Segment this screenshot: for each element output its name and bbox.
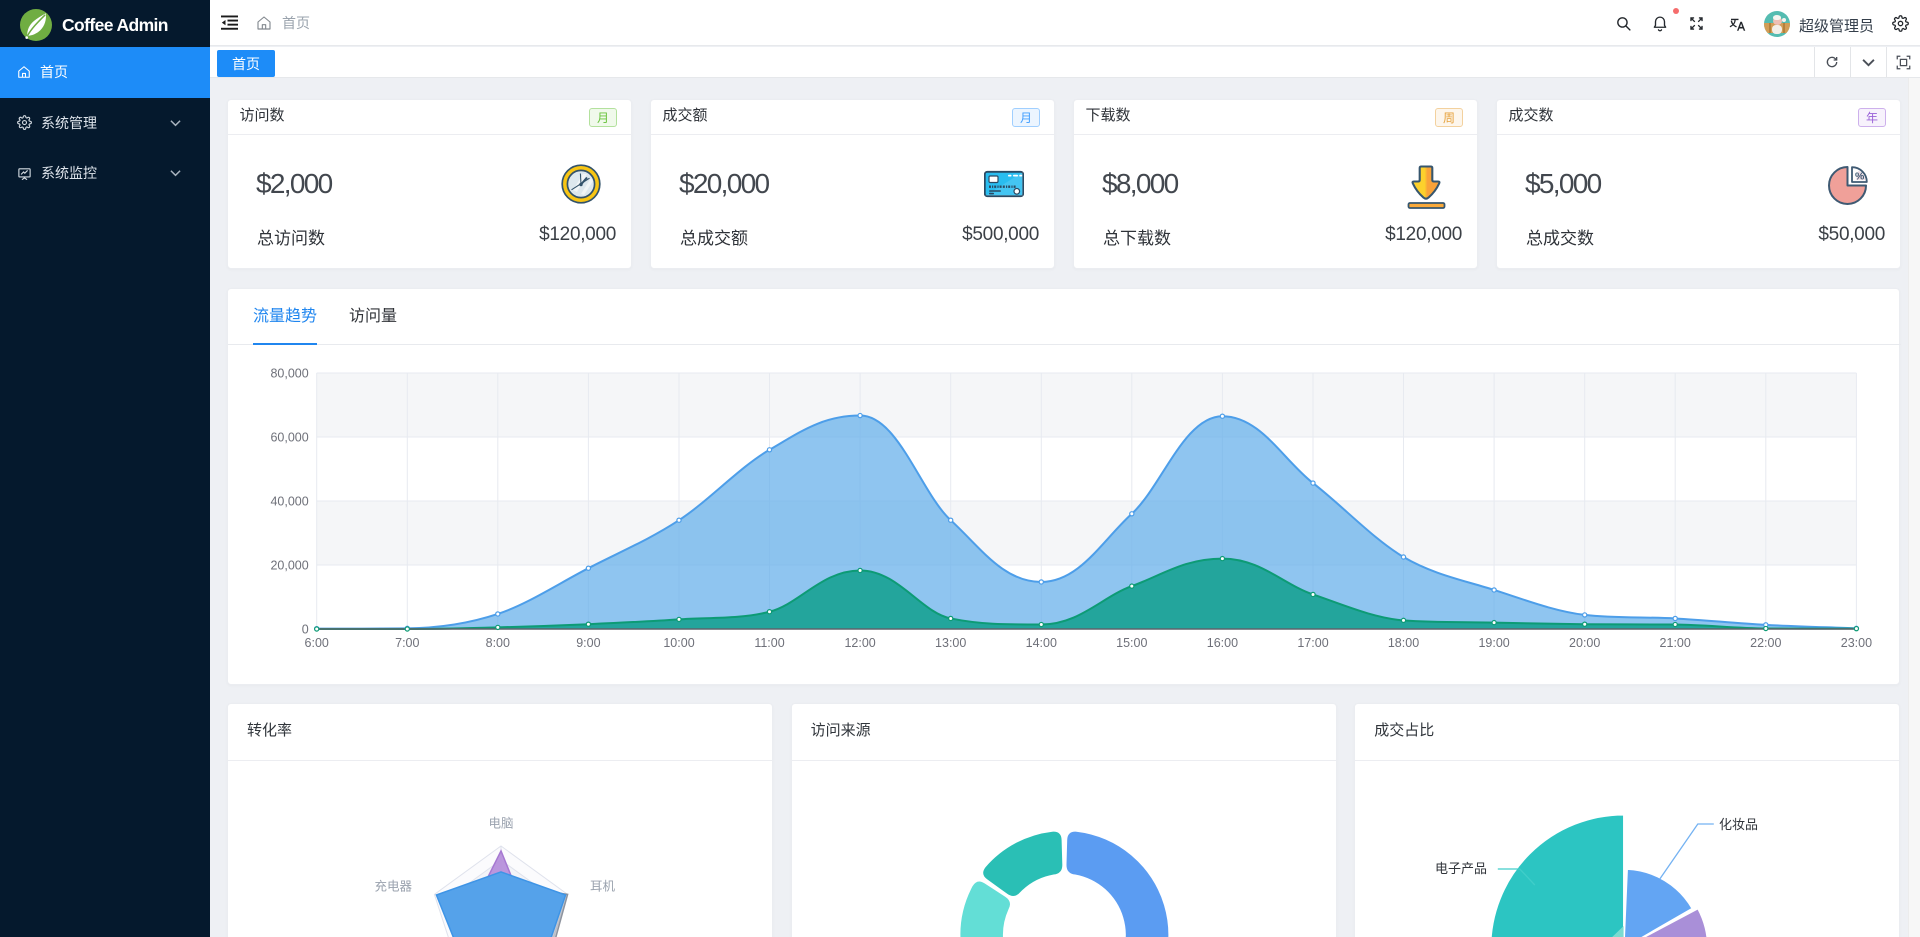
svg-text:充电器: 充电器 (374, 879, 412, 894)
svg-text:11:00: 11:00 (754, 636, 784, 650)
svg-text:0: 0 (302, 623, 309, 637)
svg-text:19:00: 19:00 (1478, 636, 1509, 650)
svg-text:23:00: 23:00 (1841, 636, 1872, 650)
svg-text:17:00: 17:00 (1297, 636, 1328, 650)
svg-text:13:00: 13:00 (935, 636, 966, 650)
svg-text:化妆品: 化妆品 (1719, 817, 1758, 832)
svg-text:电脑: 电脑 (488, 817, 513, 831)
svg-text:20:00: 20:00 (1569, 636, 1600, 650)
svg-text:6:00: 6:00 (305, 636, 329, 650)
svg-text:21:00: 21:00 (1660, 636, 1691, 650)
svg-text:耳机: 耳机 (590, 880, 616, 894)
svg-text:8:00: 8:00 (486, 636, 510, 650)
svg-text:15:00: 15:00 (1116, 636, 1147, 650)
svg-text:电子产品: 电子产品 (1435, 861, 1487, 876)
svg-text:40,000: 40,000 (270, 495, 308, 509)
svg-text:12:00: 12:00 (844, 636, 875, 650)
svg-text:22:00: 22:00 (1750, 636, 1781, 650)
svg-text:%: % (1855, 171, 1865, 183)
svg-text:18:00: 18:00 (1388, 636, 1419, 650)
svg-text:60,000: 60,000 (270, 431, 308, 445)
svg-text:16:00: 16:00 (1207, 636, 1238, 650)
svg-text:7:00: 7:00 (395, 636, 419, 650)
svg-text:10:00: 10:00 (663, 636, 694, 650)
svg-text:20,000: 20,000 (270, 559, 308, 573)
svg-text:80,000: 80,000 (270, 367, 308, 381)
svg-text:14:00: 14:00 (1026, 636, 1057, 650)
svg-text:9:00: 9:00 (576, 636, 600, 650)
